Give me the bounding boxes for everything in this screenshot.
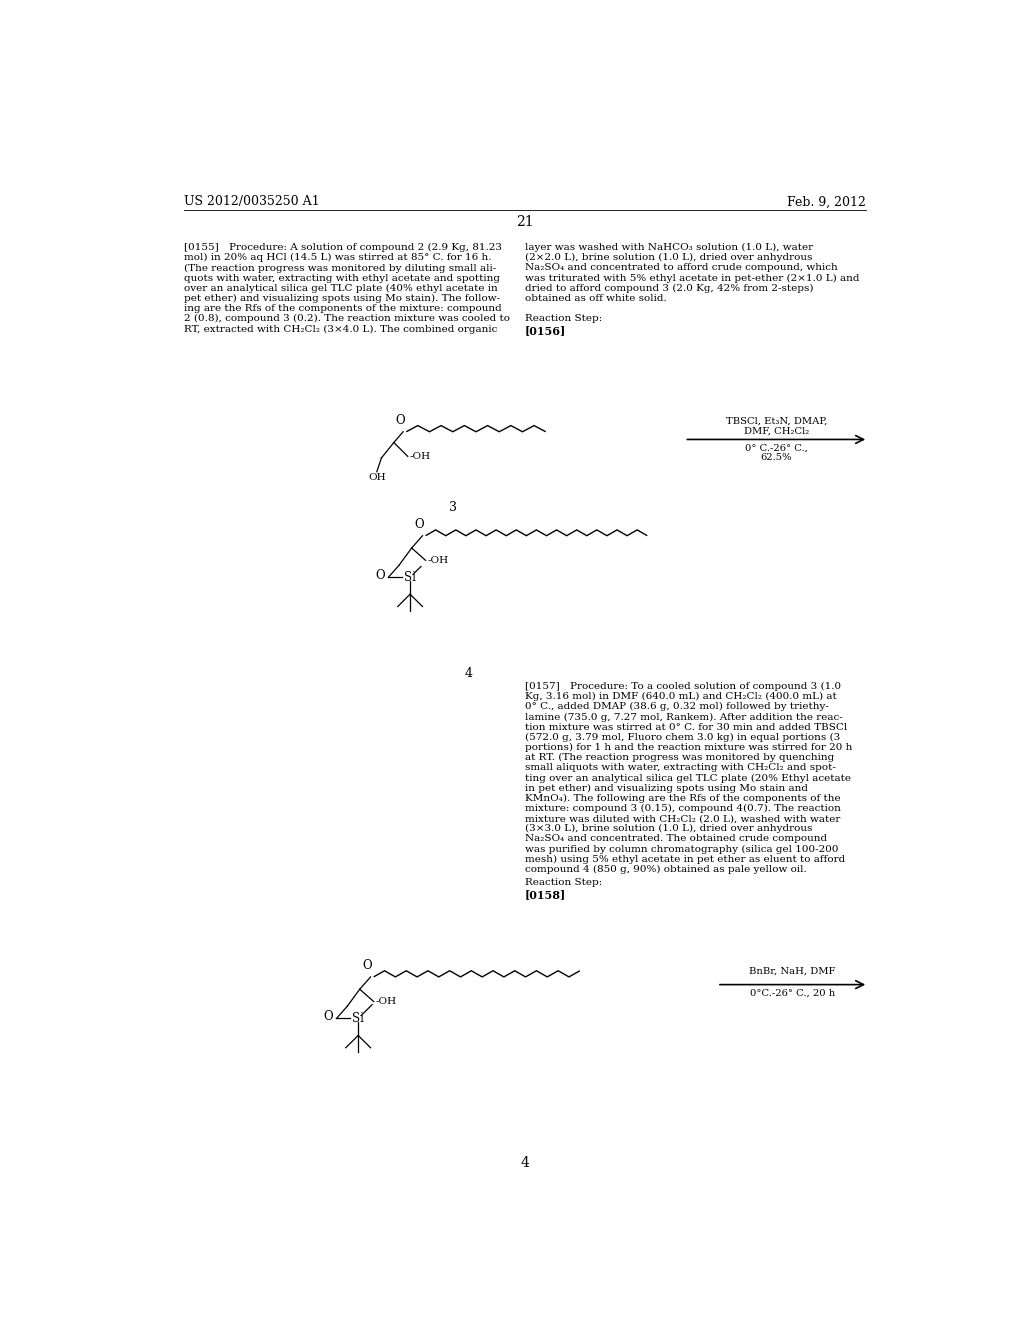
Text: 21: 21 [516, 215, 534, 228]
Text: Feb. 9, 2012: Feb. 9, 2012 [786, 195, 866, 209]
Text: mixture was diluted with CH₂Cl₂ (2.0 L), washed with water: mixture was diluted with CH₂Cl₂ (2.0 L),… [524, 814, 840, 824]
Text: layer was washed with NaHCO₃ solution (1.0 L), water: layer was washed with NaHCO₃ solution (1… [524, 243, 813, 252]
Text: (The reaction progress was monitored by diluting small ali-: (The reaction progress was monitored by … [183, 264, 496, 272]
Text: ing are the Rfs of the components of the mixture: compound: ing are the Rfs of the components of the… [183, 304, 502, 313]
Text: O: O [395, 414, 404, 428]
Text: (572.0 g, 3.79 mol, Fluoro chem 3.0 kg) in equal portions (3: (572.0 g, 3.79 mol, Fluoro chem 3.0 kg) … [524, 733, 840, 742]
Text: was triturated with 5% ethyl acetate in pet-ether (2×1.0 L) and: was triturated with 5% ethyl acetate in … [524, 273, 859, 282]
Text: Kg, 3.16 mol) in DMF (640.0 mL) and CH₂Cl₂ (400.0 mL) at: Kg, 3.16 mol) in DMF (640.0 mL) and CH₂C… [524, 692, 837, 701]
Text: (3×3.0 L), brine solution (1.0 L), dried over anhydrous: (3×3.0 L), brine solution (1.0 L), dried… [524, 824, 812, 833]
Text: Si: Si [404, 570, 416, 583]
Text: 0° C.-26° C.,: 0° C.-26° C., [744, 444, 808, 453]
Text: Na₂SO₄ and concentrated to afford crude compound, which: Na₂SO₄ and concentrated to afford crude … [524, 264, 838, 272]
Text: [0155] Procedure: A solution of compound 2 (2.9 Kg, 81.23: [0155] Procedure: A solution of compound… [183, 243, 502, 252]
Text: [0156]: [0156] [524, 326, 566, 337]
Text: was purified by column chromatography (silica gel 100-200: was purified by column chromatography (s… [524, 845, 839, 854]
Text: in pet ether) and visualizing spots using Mo stain and: in pet ether) and visualizing spots usin… [524, 784, 808, 793]
Text: quots with water, extracting with ethyl acetate and spotting: quots with water, extracting with ethyl … [183, 273, 500, 282]
Text: RT, extracted with CH₂Cl₂ (3×4.0 L). The combined organic: RT, extracted with CH₂Cl₂ (3×4.0 L). The… [183, 325, 498, 334]
Text: Reaction Step:: Reaction Step: [524, 314, 602, 323]
Text: Si: Si [352, 1012, 365, 1026]
Text: -OH: -OH [375, 997, 396, 1006]
Text: 4: 4 [465, 667, 473, 680]
Text: (2×2.0 L), brine solution (1.0 L), dried over anhydrous: (2×2.0 L), brine solution (1.0 L), dried… [524, 253, 812, 263]
Text: TBSCl, Et₃N, DMAP,: TBSCl, Et₃N, DMAP, [726, 417, 827, 425]
Text: US 2012/0035250 A1: US 2012/0035250 A1 [183, 195, 319, 209]
Text: ting over an analytical silica gel TLC plate (20% Ethyl acetate: ting over an analytical silica gel TLC p… [524, 774, 851, 783]
Text: O: O [324, 1010, 334, 1023]
Text: DMF, CH₂Cl₂: DMF, CH₂Cl₂ [743, 426, 809, 436]
Text: 62.5%: 62.5% [761, 453, 792, 462]
Text: compound 4 (850 g, 90%) obtained as pale yellow oil.: compound 4 (850 g, 90%) obtained as pale… [524, 865, 807, 874]
Text: 0°C.-26° C., 20 h: 0°C.-26° C., 20 h [750, 989, 836, 998]
Text: [0158]: [0158] [524, 890, 566, 900]
Text: dried to afford compound 3 (2.0 Kg, 42% from 2-steps): dried to afford compound 3 (2.0 Kg, 42% … [524, 284, 813, 293]
Text: obtained as off white solid.: obtained as off white solid. [524, 294, 667, 302]
Text: 4: 4 [520, 1155, 529, 1170]
Text: [0157] Procedure: To a cooled solution of compound 3 (1.0: [0157] Procedure: To a cooled solution o… [524, 682, 841, 692]
Text: tion mixture was stirred at 0° C. for 30 min and added TBSCl: tion mixture was stirred at 0° C. for 30… [524, 722, 847, 731]
Text: O: O [362, 960, 373, 973]
Text: -OH: -OH [427, 556, 449, 565]
Text: O: O [415, 517, 424, 531]
Text: Na₂SO₄ and concentrated. The obtained crude compound: Na₂SO₄ and concentrated. The obtained cr… [524, 834, 827, 843]
Text: lamine (735.0 g, 7.27 mol, Rankem). After addition the reac-: lamine (735.0 g, 7.27 mol, Rankem). Afte… [524, 713, 843, 722]
Text: at RT. (The reaction progress was monitored by quenching: at RT. (The reaction progress was monito… [524, 754, 835, 762]
Text: 3: 3 [450, 502, 458, 515]
Text: BnBr, NaH, DMF: BnBr, NaH, DMF [750, 966, 836, 975]
Text: portions) for 1 h and the reaction mixture was stirred for 20 h: portions) for 1 h and the reaction mixtu… [524, 743, 852, 752]
Text: mol) in 20% aq HCl (14.5 L) was stirred at 85° C. for 16 h.: mol) in 20% aq HCl (14.5 L) was stirred … [183, 253, 492, 263]
Text: mesh) using 5% ethyl acetate in pet ether as eluent to afford: mesh) using 5% ethyl acetate in pet ethe… [524, 855, 845, 863]
Text: 2 (0.8), compound 3 (0.2). The reaction mixture was cooled to: 2 (0.8), compound 3 (0.2). The reaction … [183, 314, 510, 323]
Text: O: O [376, 569, 385, 582]
Text: over an analytical silica gel TLC plate (40% ethyl acetate in: over an analytical silica gel TLC plate … [183, 284, 498, 293]
Text: Reaction Step:: Reaction Step: [524, 878, 602, 887]
Text: pet ether) and visualizing spots using Mo stain). The follow-: pet ether) and visualizing spots using M… [183, 294, 500, 304]
Text: OH: OH [368, 474, 386, 482]
Text: KMnO₄). The following are the Rfs of the components of the: KMnO₄). The following are the Rfs of the… [524, 793, 841, 803]
Text: 0° C., added DMAP (38.6 g, 0.32 mol) followed by triethy-: 0° C., added DMAP (38.6 g, 0.32 mol) fol… [524, 702, 828, 711]
Text: mixture: compound 3 (0.15), compound 4(0.7). The reaction: mixture: compound 3 (0.15), compound 4(0… [524, 804, 841, 813]
Text: small aliquots with water, extracting with CH₂Cl₂ and spot-: small aliquots with water, extracting wi… [524, 763, 836, 772]
Text: -OH: -OH [410, 451, 430, 461]
